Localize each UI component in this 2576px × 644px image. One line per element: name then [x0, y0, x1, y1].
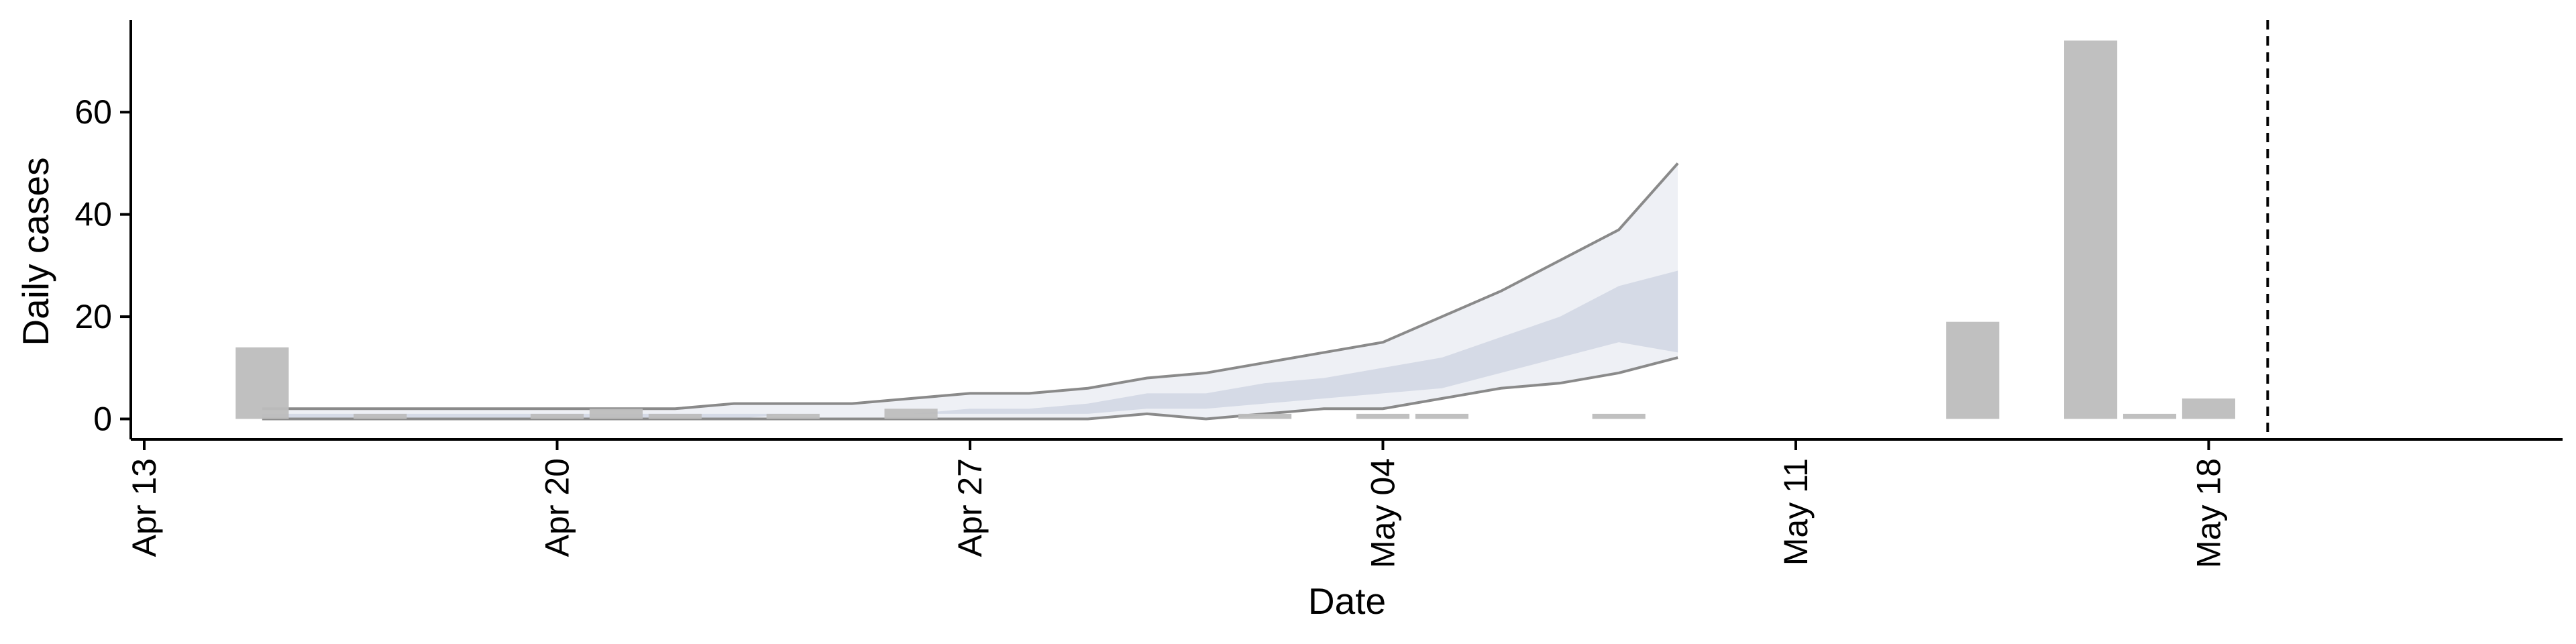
bar [354, 413, 407, 419]
band-outer [262, 163, 1678, 419]
bar [2064, 40, 2118, 419]
bar [1238, 413, 1292, 419]
x-tick-label: May 11 [1777, 458, 1815, 566]
bar [1592, 413, 1646, 419]
y-axis-title: Daily cases [15, 157, 56, 345]
x-tick-label: May 18 [2190, 458, 2227, 568]
x-tick-label: Apr 20 [538, 458, 576, 557]
bar [766, 413, 820, 419]
bar [1415, 413, 1468, 419]
bar [884, 409, 938, 419]
x-tick-label: May 04 [1364, 458, 1401, 568]
y-tick-label: 60 [74, 93, 112, 131]
bar [2182, 398, 2236, 419]
axes: 0 20 40 60 Apr 13 Apr 20 Apr 27 May 04 May 11 May… [74, 20, 2563, 568]
x-tick-label: Apr 13 [125, 458, 163, 557]
bar-series [235, 40, 2236, 419]
bar [648, 413, 702, 419]
band-lower-edge [262, 356, 1678, 421]
band-inner [262, 270, 1678, 419]
y-tick-label: 40 [74, 196, 112, 233]
bar [1356, 413, 1410, 419]
x-tick-label: Apr 27 [951, 458, 989, 557]
bar [530, 413, 584, 419]
y-tick-label: 0 [93, 400, 112, 438]
forecast-band [262, 162, 1679, 421]
bar [1946, 321, 2000, 419]
x-axis-title: Date [1308, 580, 1386, 622]
bar [235, 347, 289, 419]
band-upper-edge [262, 162, 1679, 411]
y-tick-label: 20 [74, 298, 112, 335]
bar [2123, 413, 2177, 419]
bar [589, 409, 643, 419]
